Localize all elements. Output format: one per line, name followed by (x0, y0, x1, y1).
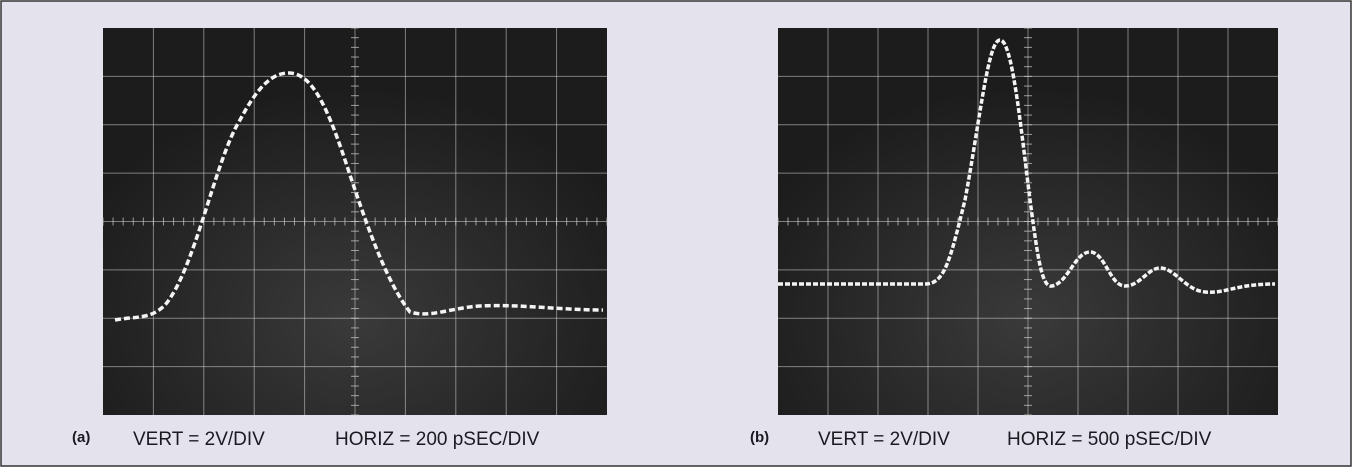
graticules (102, 27, 1279, 416)
trace (778, 38, 1276, 295)
vertical-scale: VERT = 2V/DIV (133, 429, 265, 450)
horizontal-scale: HORIZ = 200 pSEC/DIV (335, 429, 540, 450)
panel-label: (b) (750, 429, 769, 446)
vertical-scale: VERT = 2V/DIV (818, 429, 950, 450)
trace (114, 71, 604, 322)
horizontal-scale: HORIZ = 500 pSEC/DIV (1007, 429, 1212, 450)
panel-label: (a) (72, 429, 90, 446)
